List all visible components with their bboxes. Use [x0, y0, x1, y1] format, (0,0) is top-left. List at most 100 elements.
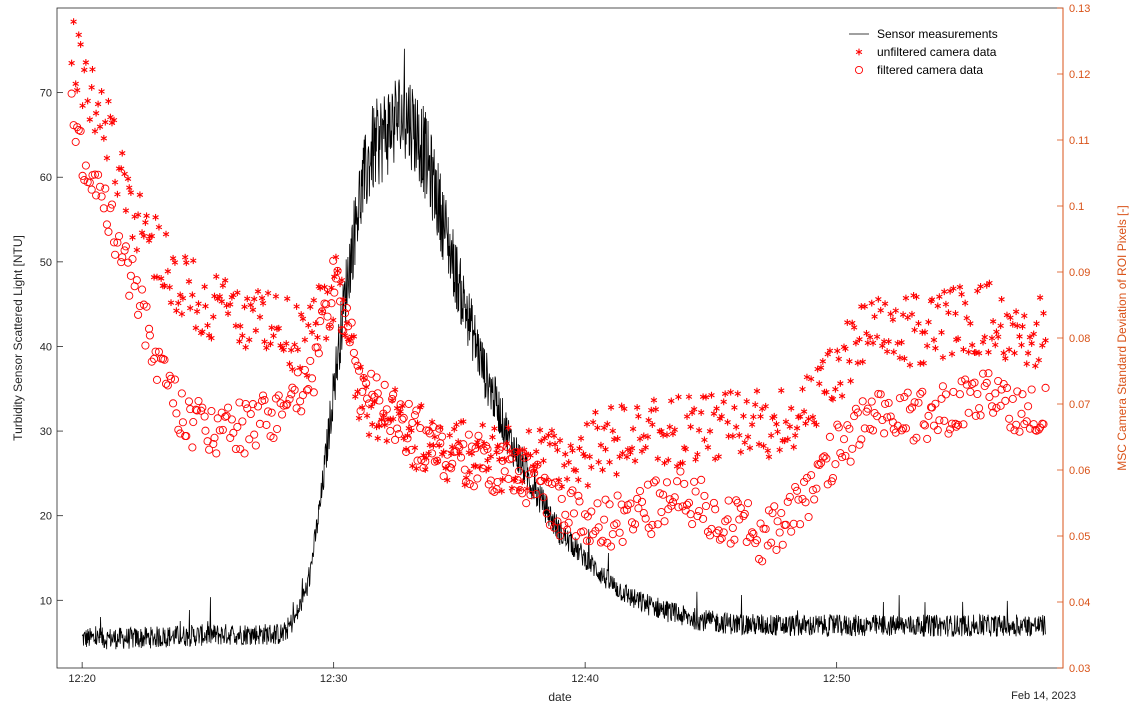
unfiltered-marker: [82, 59, 90, 66]
filtered-marker: [631, 520, 640, 529]
filtered-marker: [375, 396, 384, 405]
filtered-marker: [526, 490, 535, 500]
filtered-marker: [151, 347, 160, 356]
filtered-marker: [574, 491, 583, 500]
filtered-marker: [407, 445, 416, 454]
filtered-marker: [659, 490, 668, 499]
filtered-marker: [605, 500, 614, 509]
filtered-marker: [820, 452, 829, 461]
filtered-marker: [976, 411, 985, 420]
filtered-marker: [120, 246, 129, 255]
filtered-marker: [71, 137, 80, 146]
filtered-marker: [504, 474, 513, 483]
filtered-marker: [425, 429, 434, 438]
filtered-marker: [408, 418, 417, 427]
filtered-marker: [767, 538, 776, 547]
unfiltered-marker: [239, 332, 246, 340]
filtered-marker: [848, 444, 857, 453]
filtered-marker: [777, 509, 786, 518]
unfiltered-marker: [374, 434, 381, 442]
unfiltered-marker: [873, 333, 881, 341]
unfiltered-marker: [221, 277, 229, 284]
filtered-marker: [984, 369, 993, 378]
filtered-marker: [770, 502, 779, 511]
y-right-tick-label: 0.11: [1069, 135, 1090, 147]
filtered-marker: [467, 442, 476, 451]
y-left-tick-label: 20: [40, 511, 52, 523]
unfiltered-marker: [1018, 341, 1025, 349]
filtered-marker: [539, 493, 548, 502]
unfiltered-marker: [550, 432, 558, 440]
filtered-marker: [813, 460, 822, 469]
filtered-marker: [1002, 383, 1012, 393]
unfiltered-marker: [576, 445, 583, 452]
unfiltered-marker: [301, 336, 309, 344]
filtered-marker: [647, 530, 656, 539]
unfiltered-marker: [983, 281, 990, 289]
filtered-marker: [566, 489, 575, 498]
filtered-marker: [1039, 420, 1048, 429]
filtered-marker: [102, 220, 111, 229]
legend-entry-filtered: filtered camera data: [854, 63, 983, 77]
filtered-marker: [971, 411, 980, 420]
unfiltered-marker: [713, 405, 720, 412]
filtered-marker: [322, 300, 331, 309]
unfiltered-marker: [352, 393, 359, 400]
filtered-marker: [828, 473, 838, 483]
filtered-marker: [778, 540, 787, 549]
unfiltered-marker: [583, 420, 591, 428]
unfiltered-marker: [254, 288, 262, 295]
filtered-marker: [347, 318, 356, 327]
unfiltered-marker: [523, 485, 531, 493]
filtered-marker: [1022, 417, 1031, 426]
filtered-marker: [389, 390, 398, 399]
unfiltered-marker: [923, 342, 931, 350]
unfiltered-marker: [673, 462, 681, 470]
unfiltered-marker: [624, 446, 632, 453]
filtered-marker: [145, 331, 154, 340]
filtered-marker: [293, 368, 302, 377]
legend-circle-marker: [854, 65, 864, 75]
unfiltered-marker: [584, 482, 592, 489]
filtered-marker: [919, 420, 928, 429]
filtered-marker: [610, 521, 619, 530]
unfiltered-marker: [731, 404, 738, 411]
unfiltered-marker: [993, 328, 1000, 336]
unfiltered-marker: [809, 413, 817, 421]
filtered-marker: [262, 420, 271, 429]
unfiltered-marker: [748, 421, 756, 428]
filtered-marker: [812, 484, 821, 493]
filtered-marker: [789, 519, 798, 528]
unfiltered-marker: [883, 348, 891, 355]
filtered-marker: [612, 519, 621, 528]
unfiltered-marker: [826, 347, 834, 355]
filtered-marker: [723, 515, 732, 524]
filtered-marker: [822, 454, 831, 463]
filtered-marker: [377, 418, 386, 427]
filtered-marker: [264, 407, 273, 416]
filtered-marker: [210, 433, 219, 442]
unfiltered-marker: [208, 334, 215, 342]
y-right-tick-label: 0.08: [1069, 333, 1090, 345]
filtered-marker: [1010, 426, 1019, 435]
unfiltered-marker: [1009, 320, 1017, 328]
unfiltered-marker: [936, 293, 943, 301]
unfiltered-marker: [378, 416, 385, 424]
filtered-marker: [147, 357, 156, 366]
filtered-marker: [530, 468, 539, 478]
filtered-marker: [721, 517, 730, 526]
unfiltered-marker: [1026, 333, 1034, 341]
unfiltered-marker: [536, 426, 544, 434]
unfiltered-marker: [753, 387, 761, 395]
unfiltered-marker: [734, 390, 741, 398]
filtered-marker: [393, 424, 402, 433]
unfiltered-marker: [682, 445, 689, 453]
unfiltered-marker: [167, 299, 175, 307]
filtered-marker: [615, 528, 624, 537]
filtered-marker: [868, 426, 878, 435]
unfiltered-marker: [649, 421, 656, 429]
unfiltered-marker: [1021, 312, 1028, 320]
filtered-marker: [398, 415, 407, 424]
unfiltered-marker: [122, 207, 130, 214]
filtered-marker: [1017, 409, 1026, 418]
